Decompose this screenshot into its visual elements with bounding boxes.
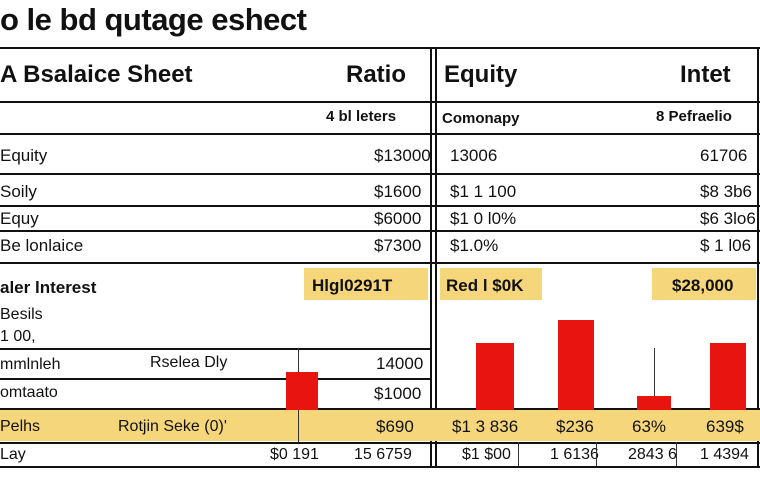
row-divider-5: [0, 348, 430, 350]
bottom-value-1: $1 3 836: [452, 417, 519, 436]
extra-row-mid-5: Rotjin Seke (0)': [118, 418, 227, 435]
page-title: o le bd qutage eshect: [0, 2, 307, 37]
row-label-balance: Be lonlaice: [0, 236, 84, 255]
red-total-highlight: [652, 268, 756, 300]
sub-divider: [0, 133, 760, 135]
footer-value-4: 1 4394: [700, 446, 749, 463]
thin-line-3: [596, 442, 597, 466]
red-label: Red l $0K: [446, 276, 524, 295]
row-label-soily: Soily: [0, 182, 37, 201]
left-col-divider-2: [435, 47, 437, 468]
row-divider-3: [0, 230, 760, 232]
footer-value-3: 2843 6: [628, 446, 677, 463]
ratio-header: Ratio: [346, 61, 406, 88]
company-value-4: $1.0%: [450, 236, 499, 255]
bottom-value-2: $236: [556, 417, 594, 436]
extra-row-value-3: 14000: [376, 354, 424, 373]
company-value-2: $1 1 100: [450, 182, 517, 201]
header-divider: [0, 101, 760, 103]
portfolio-value-4: $ 1 l06: [700, 236, 752, 255]
bar-3: [558, 320, 594, 410]
bar-2: [476, 343, 514, 410]
bar-5: [710, 343, 746, 410]
extra-row-label-6: Lay: [0, 446, 26, 463]
row-value-equity: $13000: [374, 146, 431, 165]
extra-row-label-4: omtaato: [0, 384, 58, 401]
row-divider-1: [0, 173, 760, 175]
bottom-value-3: 63%: [632, 417, 667, 436]
footer-value-1: $1 $00: [462, 446, 511, 463]
extra-row-value-5: $690: [376, 417, 414, 436]
portfolio-value-2: $8 3b6: [700, 182, 752, 201]
row-divider-8: [0, 442, 760, 444]
portfolio-value-1: 61706: [700, 146, 748, 165]
extra-row-value-4: $1000: [374, 384, 422, 403]
bottom-border: [0, 466, 760, 468]
row-divider-7: [0, 408, 760, 410]
intet-header: Intet: [680, 61, 731, 88]
company-label: Comonapy: [442, 110, 520, 127]
row-value-equy: $6000: [374, 209, 422, 228]
interest-value: Hlgl0291T: [312, 276, 393, 295]
row-label-equy: Equy: [0, 209, 39, 228]
interest-label: aler lnterest: [0, 278, 97, 297]
row-value-soily: $1600: [374, 182, 422, 201]
bottom-value-4: 639$: [706, 417, 744, 436]
letters-label: 4 bl leters: [326, 108, 397, 125]
equity-header: Equity: [444, 61, 518, 88]
bottom-highlight-band: [0, 410, 760, 441]
extra-row-label-2: 1 00,: [0, 328, 36, 345]
extra-row-value-6: 15 6759: [354, 446, 412, 463]
extra-row-mid-3: Rselea Dly: [150, 354, 228, 371]
red-label-highlight: [440, 268, 542, 300]
row-label-equity: Equity: [0, 146, 48, 165]
row-divider-2: [0, 205, 760, 207]
top-border: [0, 47, 760, 49]
portfolio-label: 8 Pefraelio: [656, 108, 732, 125]
extra-row-label-1: Besils: [0, 306, 43, 323]
footer-value-2: 1 6136: [550, 446, 599, 463]
row-value-balance: $7300: [374, 236, 422, 255]
interest-highlight: [304, 268, 428, 300]
thin-line-4: [676, 442, 677, 466]
company-value-3: $1 0 l0%: [450, 209, 517, 228]
row-divider-6: [0, 378, 430, 380]
thin-line-5: [654, 348, 655, 408]
extra-row-label-5: Pelhs: [0, 418, 41, 435]
extra-row-label-3: mmlnleh: [0, 356, 61, 373]
company-value-1: 13006: [450, 146, 498, 165]
row-divider-4: [0, 262, 760, 264]
bar-4: [637, 396, 671, 410]
right-edge: [757, 47, 759, 468]
balance-sheet-header: A Bsalaice Sheet: [0, 61, 193, 88]
red-total: $28,000: [672, 276, 734, 295]
left-col-divider: [430, 47, 432, 468]
extra-row-mid-6: $0 191: [270, 446, 319, 463]
portfolio-value-3: $6 3lo6: [700, 209, 756, 228]
thin-line-2: [518, 442, 519, 466]
bar-1: [286, 372, 318, 410]
